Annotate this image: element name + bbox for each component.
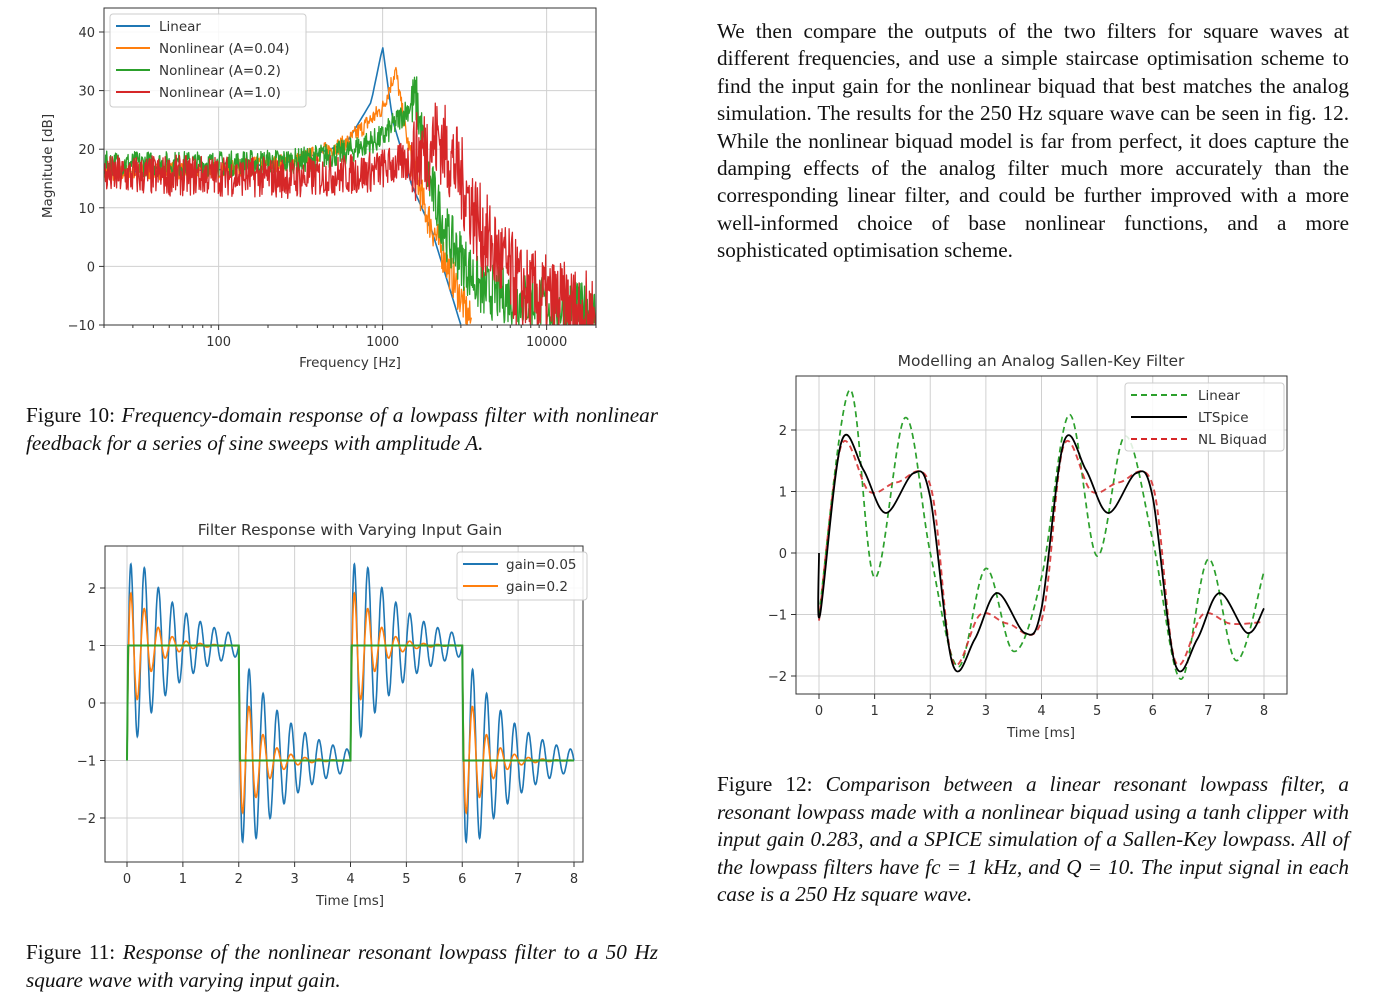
svg-text:0: 0 bbox=[88, 697, 96, 712]
svg-text:5: 5 bbox=[402, 872, 410, 887]
figure-12-series bbox=[817, 389, 1265, 680]
svg-text:−1: −1 bbox=[77, 755, 96, 770]
figure-10-ylabel: Magnitude [dB] bbox=[40, 114, 56, 218]
svg-text:2: 2 bbox=[88, 582, 96, 597]
figure-10-series bbox=[104, 47, 596, 325]
figure-12-chart: Modelling an Analog Sallen-Key Filter 0 1… bbox=[768, 352, 1288, 741]
figure-10-ticks: 100 1000 10000 −10 0 10 20 30 40 bbox=[68, 26, 597, 350]
figure-11-title: Filter Response with Varying Input Gain bbox=[198, 521, 503, 539]
figure-11-caption-text: Response of the nonlinear resonant lowpa… bbox=[26, 940, 658, 992]
svg-text:1: 1 bbox=[870, 704, 878, 719]
body-paragraph: We then compare the outputs of the two f… bbox=[717, 19, 1349, 263]
svg-text:2: 2 bbox=[926, 704, 934, 719]
figure-12-caption: Figure 12: Comparison between a linear r… bbox=[717, 771, 1349, 909]
svg-text:4: 4 bbox=[346, 872, 354, 887]
svg-text:6: 6 bbox=[1149, 704, 1157, 719]
svg-text:0: 0 bbox=[779, 547, 787, 562]
svg-text:40: 40 bbox=[78, 26, 95, 41]
figure-11-caption: Figure 11: Response of the nonlinear res… bbox=[26, 939, 658, 994]
figure-10-xlabel: Frequency [Hz] bbox=[299, 355, 401, 371]
svg-text:0: 0 bbox=[87, 260, 95, 275]
svg-text:−2: −2 bbox=[768, 670, 787, 685]
svg-text:7: 7 bbox=[514, 872, 522, 887]
svg-text:Nonlinear (A=1.0): Nonlinear (A=1.0) bbox=[159, 85, 281, 101]
svg-text:1000: 1000 bbox=[366, 335, 399, 350]
svg-text:Linear: Linear bbox=[1198, 388, 1240, 404]
figure-11-chart: Filter Response with Varying Input Gain … bbox=[77, 521, 588, 909]
svg-text:2: 2 bbox=[779, 424, 787, 439]
svg-text:2: 2 bbox=[235, 872, 243, 887]
svg-text:gain=0.05: gain=0.05 bbox=[506, 557, 577, 573]
svg-text:1: 1 bbox=[88, 640, 96, 655]
svg-text:6: 6 bbox=[458, 872, 466, 887]
figure-12-caption-text: Comparison between a linear resonant low… bbox=[717, 772, 1349, 907]
svg-text:−1: −1 bbox=[768, 609, 787, 624]
figure-12-legend: Linear LTSpice NL Biquad bbox=[1124, 382, 1285, 452]
svg-text:7: 7 bbox=[1204, 704, 1212, 719]
figure-12-title: Modelling an Analog Sallen-Key Filter bbox=[898, 352, 1185, 370]
svg-text:Nonlinear (A=0.2): Nonlinear (A=0.2) bbox=[159, 63, 281, 79]
figure-10-label: Figure 10: bbox=[26, 403, 115, 427]
svg-text:NL Biquad: NL Biquad bbox=[1198, 432, 1267, 448]
svg-text:20: 20 bbox=[78, 143, 95, 158]
svg-text:100: 100 bbox=[206, 335, 231, 350]
figure-12-xlabel: Time [ms] bbox=[1006, 725, 1075, 741]
svg-text:0: 0 bbox=[815, 704, 823, 719]
svg-text:8: 8 bbox=[570, 872, 578, 887]
svg-text:10000: 10000 bbox=[526, 335, 567, 350]
figure-11-label: Figure 11: bbox=[26, 940, 116, 964]
svg-text:Nonlinear (A=0.04): Nonlinear (A=0.04) bbox=[159, 41, 290, 57]
svg-text:8: 8 bbox=[1260, 704, 1268, 719]
svg-text:3: 3 bbox=[290, 872, 298, 887]
svg-text:LTSpice: LTSpice bbox=[1198, 410, 1249, 426]
figure-10-caption-text: Frequency-domain response of a lowpass f… bbox=[26, 403, 658, 455]
svg-text:4: 4 bbox=[1037, 704, 1045, 719]
svg-text:−2: −2 bbox=[77, 812, 96, 827]
svg-text:5: 5 bbox=[1093, 704, 1101, 719]
svg-text:Linear: Linear bbox=[159, 19, 201, 35]
figure-10-legend: Linear Nonlinear (A=0.04) Nonlinear (A=0.2… bbox=[109, 13, 307, 108]
svg-text:3: 3 bbox=[982, 704, 990, 719]
figure-11-xlabel: Time [ms] bbox=[315, 893, 384, 909]
figure-11-legend: gain=0.05 gain=0.2 bbox=[456, 551, 588, 601]
figure-12-label: Figure 12: bbox=[717, 772, 813, 796]
svg-text:gain=0.2: gain=0.2 bbox=[506, 579, 568, 595]
figure-10-caption: Figure 10: Frequency-domain response of … bbox=[26, 402, 658, 457]
svg-text:10: 10 bbox=[78, 202, 95, 217]
svg-text:−10: −10 bbox=[68, 319, 95, 334]
svg-text:1: 1 bbox=[779, 486, 787, 501]
svg-text:30: 30 bbox=[78, 85, 95, 100]
svg-text:1: 1 bbox=[179, 872, 187, 887]
figure-11-series bbox=[126, 562, 575, 844]
svg-text:0: 0 bbox=[123, 872, 131, 887]
